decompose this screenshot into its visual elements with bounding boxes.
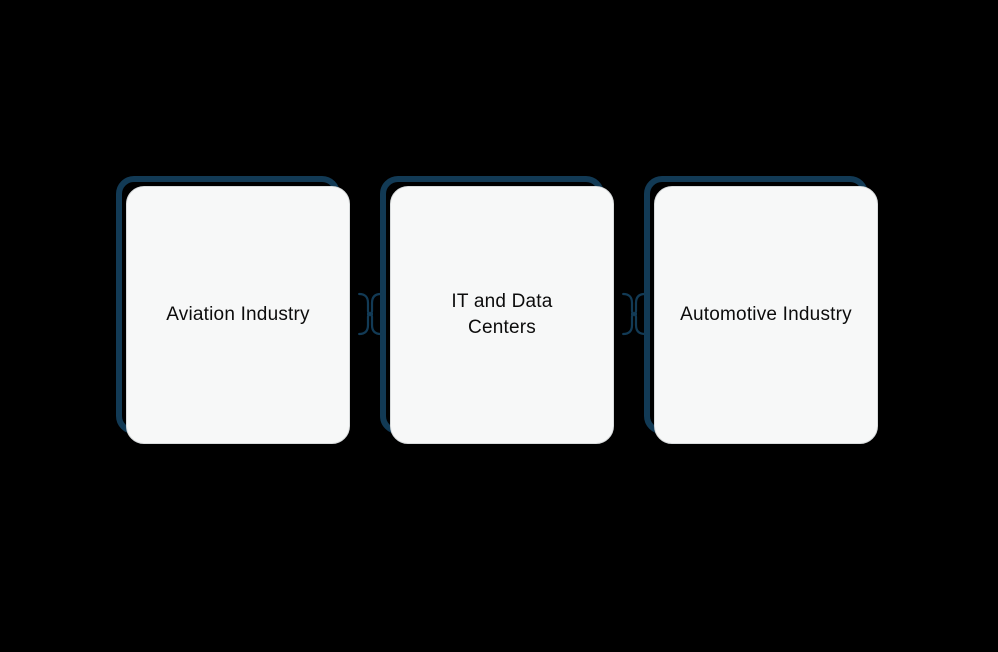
card-it: IT and Data Centers bbox=[390, 186, 614, 444]
diagram-stage: Aviation Industry IT and Data Centers Auto… bbox=[0, 0, 998, 652]
card-label-automotive: Automotive Industry bbox=[656, 302, 876, 328]
card-label-aviation: Aviation Industry bbox=[142, 302, 334, 328]
card-automotive: Automotive Industry bbox=[654, 186, 878, 444]
connector-aviation-it bbox=[358, 292, 382, 336]
card-aviation: Aviation Industry bbox=[126, 186, 350, 444]
connector-it-automotive bbox=[622, 292, 646, 336]
card-label-it: IT and Data Centers bbox=[391, 289, 613, 340]
